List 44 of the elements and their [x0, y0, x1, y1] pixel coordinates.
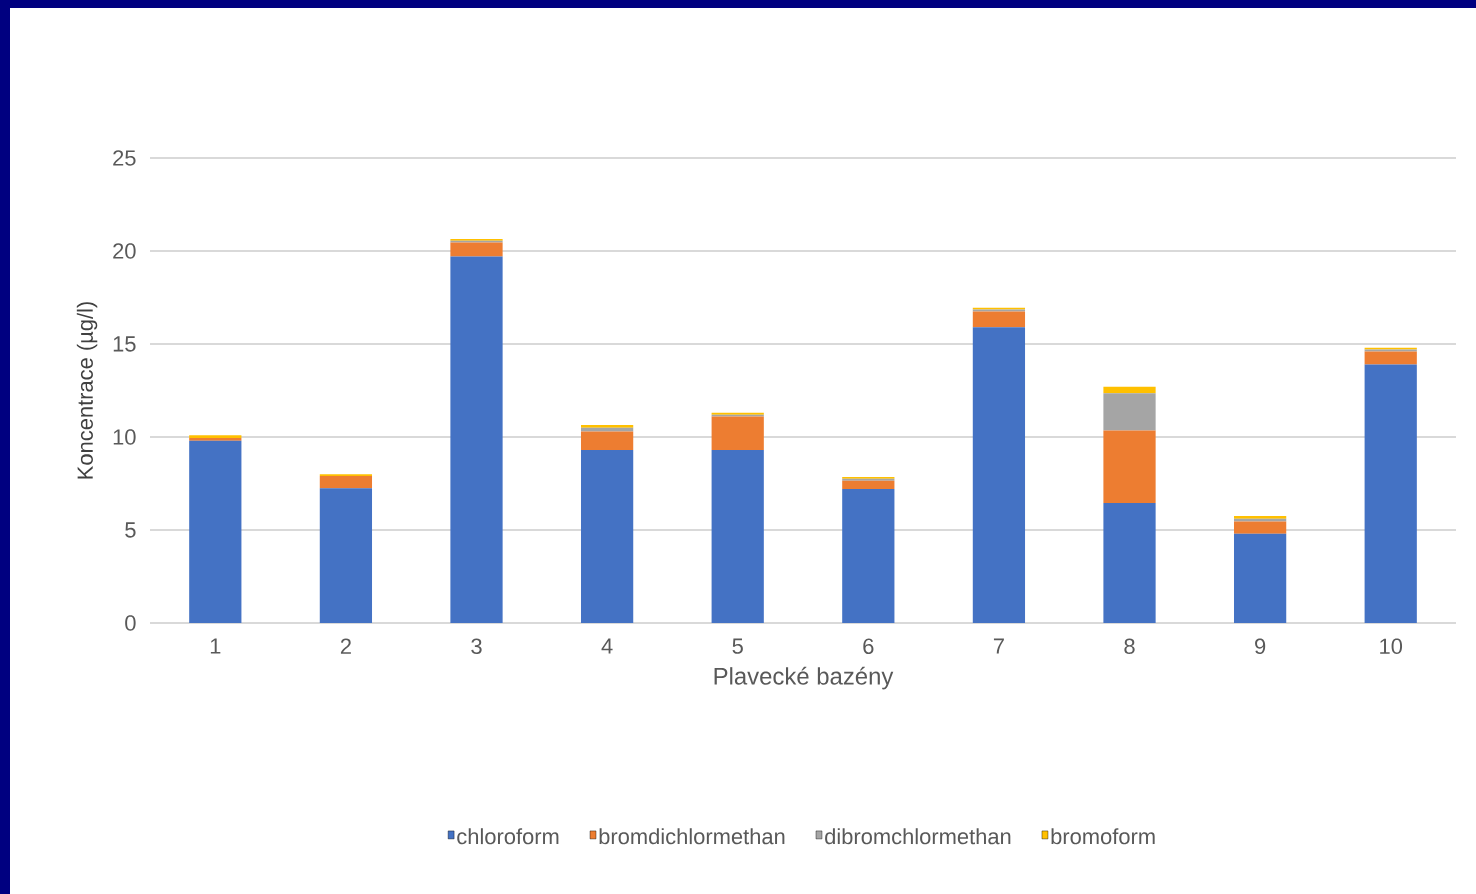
y-axis-title: Koncentrace (µg/l)	[76, 302, 98, 479]
legend-label: bromoform	[1051, 828, 1155, 845]
bar	[319, 476, 373, 489]
bar	[1364, 351, 1417, 365]
bar	[711, 416, 764, 451]
bar	[711, 450, 764, 623]
bar	[319, 488, 373, 623]
bar	[1103, 393, 1156, 431]
bar	[1103, 386, 1156, 394]
bar	[1103, 430, 1156, 504]
bar	[450, 242, 503, 257]
y-tick-label: 25	[113, 150, 136, 166]
legend-label: chloroform	[457, 828, 559, 845]
x-axis-title: Plavecké bazény	[714, 666, 894, 690]
legend-label: bromdichlormethan	[599, 828, 785, 845]
y-tick-label: 5	[125, 522, 136, 538]
bar	[580, 424, 634, 428]
x-tick-label: 3	[471, 638, 482, 655]
bar	[580, 450, 634, 623]
y-tick-label: 20	[113, 243, 136, 259]
bar	[1364, 364, 1417, 623]
y-tick-label: 15	[113, 336, 136, 352]
x-tick-label: 9	[1255, 638, 1266, 655]
x-tick-label: 5	[732, 638, 743, 654]
bar	[842, 480, 895, 490]
bar	[580, 431, 634, 451]
bar	[1234, 521, 1287, 534]
bar	[972, 311, 1026, 328]
x-tick-label: 7	[993, 638, 1004, 654]
x-tick-label: 8	[1124, 638, 1135, 655]
bar	[189, 440, 242, 623]
x-tick-label: 2	[340, 638, 351, 654]
x-tick-label: 10	[1380, 638, 1403, 655]
bar	[842, 489, 895, 623]
x-tick-label: 4	[601, 638, 613, 654]
y-tick-label: 10	[113, 429, 136, 445]
bar	[1103, 503, 1156, 623]
bar	[450, 256, 503, 623]
bar	[972, 327, 1026, 623]
legend-label: dibromchlormethan	[825, 828, 1011, 845]
bar	[1234, 533, 1287, 623]
x-tick-label: 1	[210, 638, 221, 654]
y-tick-label: 0	[125, 615, 136, 631]
x-tick-label: 6	[863, 638, 874, 655]
